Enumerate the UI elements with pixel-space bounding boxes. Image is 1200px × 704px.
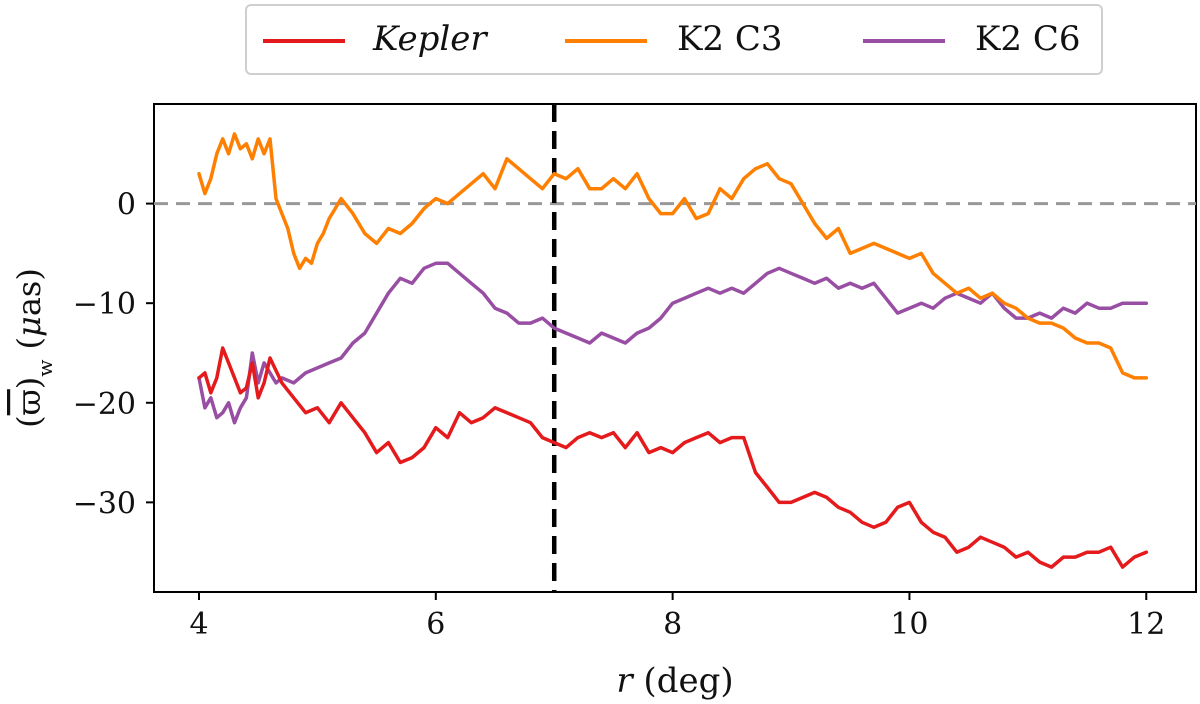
legend-label-kepler: Kepler (373, 19, 487, 59)
y-tick-label: −20 (73, 387, 136, 422)
x-tick-label: 12 (1127, 607, 1165, 642)
x-tick-label: 10 (890, 607, 928, 642)
y-tick-label: −30 (73, 486, 136, 521)
series-layer (197, 132, 1149, 569)
legend-swatch-k2-c3 (565, 39, 647, 43)
plot-area: 4 6 8 10 12 0 −10 −20 −30 (73, 103, 1197, 642)
series-line-k2-c3 (197, 132, 1149, 380)
y-axis: 0 −10 −20 −30 (73, 188, 154, 521)
legend: Kepler K2 C3 K2 C6 (245, 4, 1103, 75)
y-tick-label: −10 (73, 287, 136, 322)
series-line-k2-c6 (197, 261, 1149, 425)
legend-swatch-kepler (263, 39, 345, 43)
x-tick-label: 6 (426, 607, 445, 642)
legend-item-kepler[interactable]: Kepler (263, 6, 503, 77)
x-axis: 4 6 8 10 12 (189, 592, 1165, 642)
legend-swatch-k2-c6 (863, 39, 945, 43)
legend-label-k2-c3: K2 C3 (677, 19, 783, 59)
y-tick-label: 0 (117, 188, 136, 223)
legend-item-k2-c6[interactable]: K2 C6 (863, 6, 1103, 77)
series-line-kepler (197, 346, 1149, 569)
y-axis-label: (ϖ)w (μas) (10, 268, 57, 428)
plot-frame (153, 103, 1197, 593)
x-tick-label: 4 (189, 607, 208, 642)
x-tick-label: 8 (663, 607, 682, 642)
x-axis-label: r (deg) (616, 661, 733, 701)
reference-lines (154, 104, 1196, 592)
legend-label-k2-c6: K2 C6 (975, 19, 1081, 59)
legend-item-k2-c3[interactable]: K2 C3 (565, 6, 805, 77)
